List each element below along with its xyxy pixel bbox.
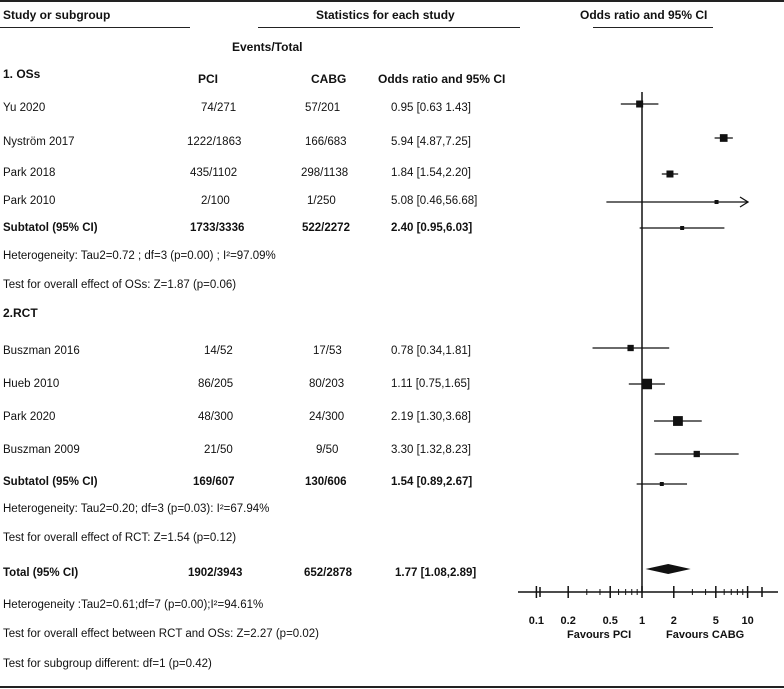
- total-or: 1.77 [1.08,2.89]: [395, 567, 477, 579]
- study-name: Nyström 2017: [3, 136, 75, 148]
- subtotal-cabg: 522/2272: [302, 222, 350, 234]
- study-point: [714, 200, 719, 204]
- subtotal-point: [659, 482, 664, 486]
- total-diamond: [645, 564, 691, 574]
- study-point: [627, 344, 634, 352]
- study-or: 2.19 [1.30,3.68]: [391, 411, 471, 423]
- subtotal-cabg: 130/606: [305, 476, 347, 488]
- header-statistics: Statistics for each study: [316, 8, 455, 22]
- study-point: [693, 450, 700, 458]
- header-underline-study: [0, 27, 190, 28]
- x-axis-tick-label: 5: [713, 615, 719, 627]
- study-name: Park 2020: [3, 411, 56, 423]
- total-cabg: 652/2878: [304, 567, 352, 579]
- study-cabg: 57/201: [305, 102, 341, 114]
- study-name: Buszman 2009: [3, 444, 80, 456]
- study-or: 5.94 [4.87,7.25]: [391, 136, 471, 148]
- overall-effect-text: Test for overall effect of RCT: Z=1.54 (…: [3, 532, 237, 544]
- x-axis-tick-label: 10: [741, 615, 753, 627]
- study-or: 0.95 [0.63 1.43]: [391, 102, 471, 114]
- study-pci: 21/50: [204, 444, 233, 456]
- subgroup-test-text: Test for subgroup different: df=1 (p=0.4…: [3, 658, 212, 670]
- header-underline-stats: [258, 27, 520, 28]
- study-cabg: 80/203: [309, 378, 345, 390]
- subtotal-name: Subtatol (95% CI): [3, 476, 98, 488]
- x-axis-tick-label: 0.2: [561, 615, 576, 627]
- study-pci: 74/271: [201, 102, 237, 114]
- heterogeneity-text: Heterogeneity: Tau2=0.20; df=3 (p=0.03):…: [3, 503, 270, 515]
- header-underline-or: [593, 27, 713, 28]
- study-or: 3.30 [1.32,8.23]: [391, 444, 471, 456]
- heterogeneity-text: Heterogeneity: Tau2=0.72 ; df=3 (p=0.00)…: [3, 250, 276, 262]
- study-or: 0.78 [0.34,1.81]: [391, 345, 471, 357]
- group-label-oss: 1. OSs: [3, 67, 41, 81]
- subtotal-point: [680, 226, 685, 230]
- total-overall-effect-text: Test for overall effect between RCT and …: [3, 628, 319, 640]
- total-heterogeneity-text: Heterogeneity :Tau2=0.61;df=7 (p=0.00);I…: [3, 599, 264, 611]
- subtotal-pci: 1733/3336: [190, 222, 245, 234]
- total-pci: 1902/3943: [188, 567, 243, 579]
- x-axis-tick-label: 2: [671, 615, 677, 627]
- study-or: 5.08 [0.46,56.68]: [391, 195, 478, 207]
- favours-cabg-label: Favours CABG: [666, 629, 744, 641]
- ci-arrow: [739, 196, 750, 208]
- study-cabg: 298/1138: [301, 167, 349, 179]
- header-or-ci: Odds ratio and 95% CI: [580, 8, 708, 22]
- subtotal-or: 2.40 [0.95,6.03]: [391, 222, 473, 234]
- study-pci: 435/1102: [190, 167, 238, 179]
- study-name: Park 2010: [3, 195, 56, 207]
- group-label-rct: 2.RCT: [3, 306, 38, 320]
- column-or-ci: Odds ratio and 95% CI: [378, 72, 506, 86]
- study-pci: 48/300: [198, 411, 234, 423]
- study-point: [641, 378, 653, 390]
- total-name: Total (95% CI): [3, 567, 79, 579]
- x-axis-tick-label: 1: [639, 615, 645, 627]
- study-pci: 2/100: [201, 195, 230, 207]
- column-cabg: CABG: [311, 72, 347, 86]
- study-cabg: 24/300: [309, 411, 345, 423]
- header-study: Study or subgroup: [3, 8, 111, 22]
- study-name: Hueb 2010: [3, 378, 60, 390]
- study-cabg: 9/50: [316, 444, 339, 456]
- study-pci: 14/52: [204, 345, 233, 357]
- study-cabg: 1/250: [307, 195, 336, 207]
- overall-effect-text: Test for overall effect of OSs: Z=1.87 (…: [3, 279, 237, 291]
- study-point: [666, 170, 674, 178]
- study-point: [673, 416, 683, 426]
- bottom-border: [0, 686, 784, 688]
- study-name: Buszman 2016: [3, 345, 80, 357]
- study-pci: 1222/1863: [187, 136, 242, 148]
- x-axis-tick-label: 0.5: [603, 615, 618, 627]
- study-or: 1.11 [0.75,1.65]: [391, 378, 471, 390]
- subtotal-or: 1.54 [0.89,2.67]: [391, 476, 473, 488]
- subtotal-name: Subtatol (95% CI): [3, 222, 98, 234]
- study-name: Park 2018: [3, 167, 56, 179]
- top-border: [0, 0, 784, 2]
- column-pci: PCI: [198, 72, 219, 86]
- study-point: [636, 100, 644, 108]
- study-or: 1.84 [1.54,2.20]: [391, 167, 471, 179]
- study-point: [719, 134, 728, 142]
- favours-pci-label: Favours PCI: [567, 629, 631, 641]
- x-axis-tick-label: 0.1: [529, 615, 544, 627]
- subtotal-pci: 169/607: [193, 476, 235, 488]
- study-name: Yu 2020: [3, 102, 46, 114]
- study-cabg: 166/683: [305, 136, 347, 148]
- header-events-total: Events/Total: [232, 40, 303, 54]
- study-cabg: 17/53: [313, 345, 342, 357]
- study-pci: 86/205: [198, 378, 234, 390]
